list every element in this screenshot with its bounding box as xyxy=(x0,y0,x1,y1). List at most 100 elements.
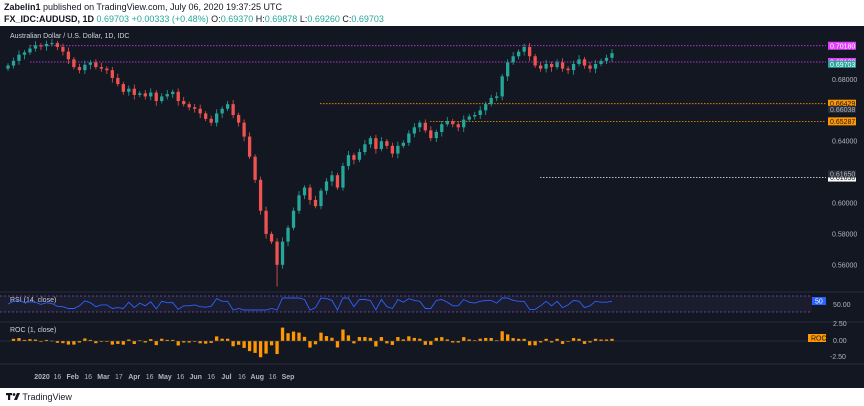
roc-bar xyxy=(577,338,581,341)
ohlc-line: FX_IDC:AUDUSD, 1D 0.69703 +0.00333 (+0.4… xyxy=(4,14,384,24)
roc-pane[interactable]: ROC (1, close) 2.50 0.00 -2.50 ROC xyxy=(0,321,847,361)
rsi-title: RSI (14, close) xyxy=(10,297,56,304)
candle-body xyxy=(105,68,109,71)
roc-bar xyxy=(489,337,493,341)
level-tag-text: 0.61650 xyxy=(830,171,855,178)
roc-bar xyxy=(22,339,27,341)
roc-bar xyxy=(149,339,153,341)
candle-body xyxy=(83,64,87,71)
roc-tick-upper: 2.50 xyxy=(833,321,847,328)
price-tick-label: 0.56000 xyxy=(832,262,857,269)
roc-bar xyxy=(33,339,38,341)
time-axis[interactable]: 2020 16 Feb 16 Mar 17 Apr 16 May 16 Jun 16 Jul 16 Aug 1… xyxy=(34,374,294,381)
roc-value-tag-text: ROC xyxy=(811,336,827,343)
candle-body xyxy=(451,121,455,125)
tradingview-logo[interactable]: TradingView xyxy=(6,392,72,402)
candle-body xyxy=(396,145,400,154)
roc-bar xyxy=(390,341,395,345)
time-tick-label: 16 xyxy=(84,374,92,381)
roc-bar xyxy=(209,341,213,343)
candle-body xyxy=(599,60,603,64)
candle-body xyxy=(423,122,427,131)
candle-body xyxy=(171,91,175,95)
author-name[interactable]: Zabelin1 xyxy=(4,2,41,12)
roc-bar xyxy=(330,337,334,341)
level-tag-text: 0.70180 xyxy=(830,43,855,50)
candle-body xyxy=(324,181,329,191)
time-tick-label: May xyxy=(158,374,172,381)
time-tick-label: Apr xyxy=(128,374,140,381)
candle-body xyxy=(302,187,307,196)
close-value: 0.69703 xyxy=(351,14,384,24)
roc-bar xyxy=(538,341,543,343)
candle-body xyxy=(291,210,296,228)
candle-body xyxy=(489,97,493,105)
candle-body xyxy=(143,93,147,97)
candle-body xyxy=(11,60,16,66)
level-tag-text: 0.69703 xyxy=(830,62,855,69)
candle-body xyxy=(44,43,49,47)
candle-body xyxy=(456,124,460,128)
roc-bar xyxy=(110,341,114,345)
level-tag xyxy=(828,117,856,126)
roc-bar xyxy=(423,341,427,345)
rsi-value-tag xyxy=(812,297,826,305)
roc-bar xyxy=(165,339,169,341)
roc-bar xyxy=(549,341,554,343)
time-tick-label: 2020 xyxy=(34,374,50,381)
roc-bar xyxy=(385,341,389,344)
rsi-band xyxy=(0,296,812,312)
candle-body xyxy=(280,241,285,265)
roc-bar xyxy=(258,341,263,358)
candle-body xyxy=(473,114,477,117)
rsi-value-tag-text: 50 xyxy=(815,299,823,306)
roc-bar xyxy=(357,337,362,341)
roc-bar xyxy=(105,341,109,342)
candles xyxy=(6,38,614,287)
roc-bar xyxy=(236,341,241,345)
level-tag xyxy=(828,170,856,178)
candle-body xyxy=(582,59,587,66)
time-tick-label: Jun xyxy=(190,374,202,381)
roc-bar xyxy=(462,337,466,341)
candle-body xyxy=(346,155,351,166)
price-pane[interactable]: Australian Dollar / U.S. Dollar, 1D, IDC… xyxy=(6,33,857,287)
roc-bar xyxy=(116,341,120,344)
time-tick-label: Mar xyxy=(97,374,110,381)
candle-body xyxy=(286,227,290,242)
candle-body xyxy=(236,114,241,123)
candle-body xyxy=(55,43,60,47)
candle-body xyxy=(401,142,405,146)
roc-bar xyxy=(429,341,433,345)
open-label: O: xyxy=(211,14,221,24)
low-value: 0.69260 xyxy=(307,14,340,24)
chart-area[interactable]: Australian Dollar / U.S. Dollar, 1D, IDC… xyxy=(0,26,864,388)
roc-bar xyxy=(55,341,60,343)
candle-body xyxy=(390,145,395,154)
roc-bar xyxy=(604,339,609,341)
candle-body xyxy=(313,199,318,207)
publish-header: Zabelin1 published on TradingView.com, J… xyxy=(0,0,864,26)
candle-body xyxy=(215,113,219,123)
roc-bar xyxy=(204,341,208,344)
roc-bar xyxy=(242,341,246,348)
tradingview-logo-icon xyxy=(6,393,20,400)
published-text: published on TradingView.com, July 06, 2… xyxy=(43,2,283,12)
roc-bar xyxy=(220,338,224,341)
level-tag-text: 0.66429 xyxy=(830,101,855,108)
candle-body xyxy=(407,133,411,143)
candle-body xyxy=(242,122,246,137)
level-tag xyxy=(828,41,856,50)
candle-body xyxy=(72,59,76,68)
candle-body xyxy=(204,113,208,119)
candle-body xyxy=(341,165,345,188)
roc-bar xyxy=(44,339,49,341)
rsi-pane[interactable]: RSI (14, close) 50.00 50 xyxy=(0,295,851,313)
roc-bar xyxy=(374,341,378,347)
roc-bar xyxy=(275,341,279,355)
roc-bar xyxy=(313,341,318,345)
candle-body xyxy=(220,108,224,114)
price-axis[interactable]: 0.68000 0.64000 0.60000 0.58000 0.56000 xyxy=(832,77,857,269)
roc-bar xyxy=(478,338,482,341)
price-tick-label: 0.68000 xyxy=(832,77,857,84)
